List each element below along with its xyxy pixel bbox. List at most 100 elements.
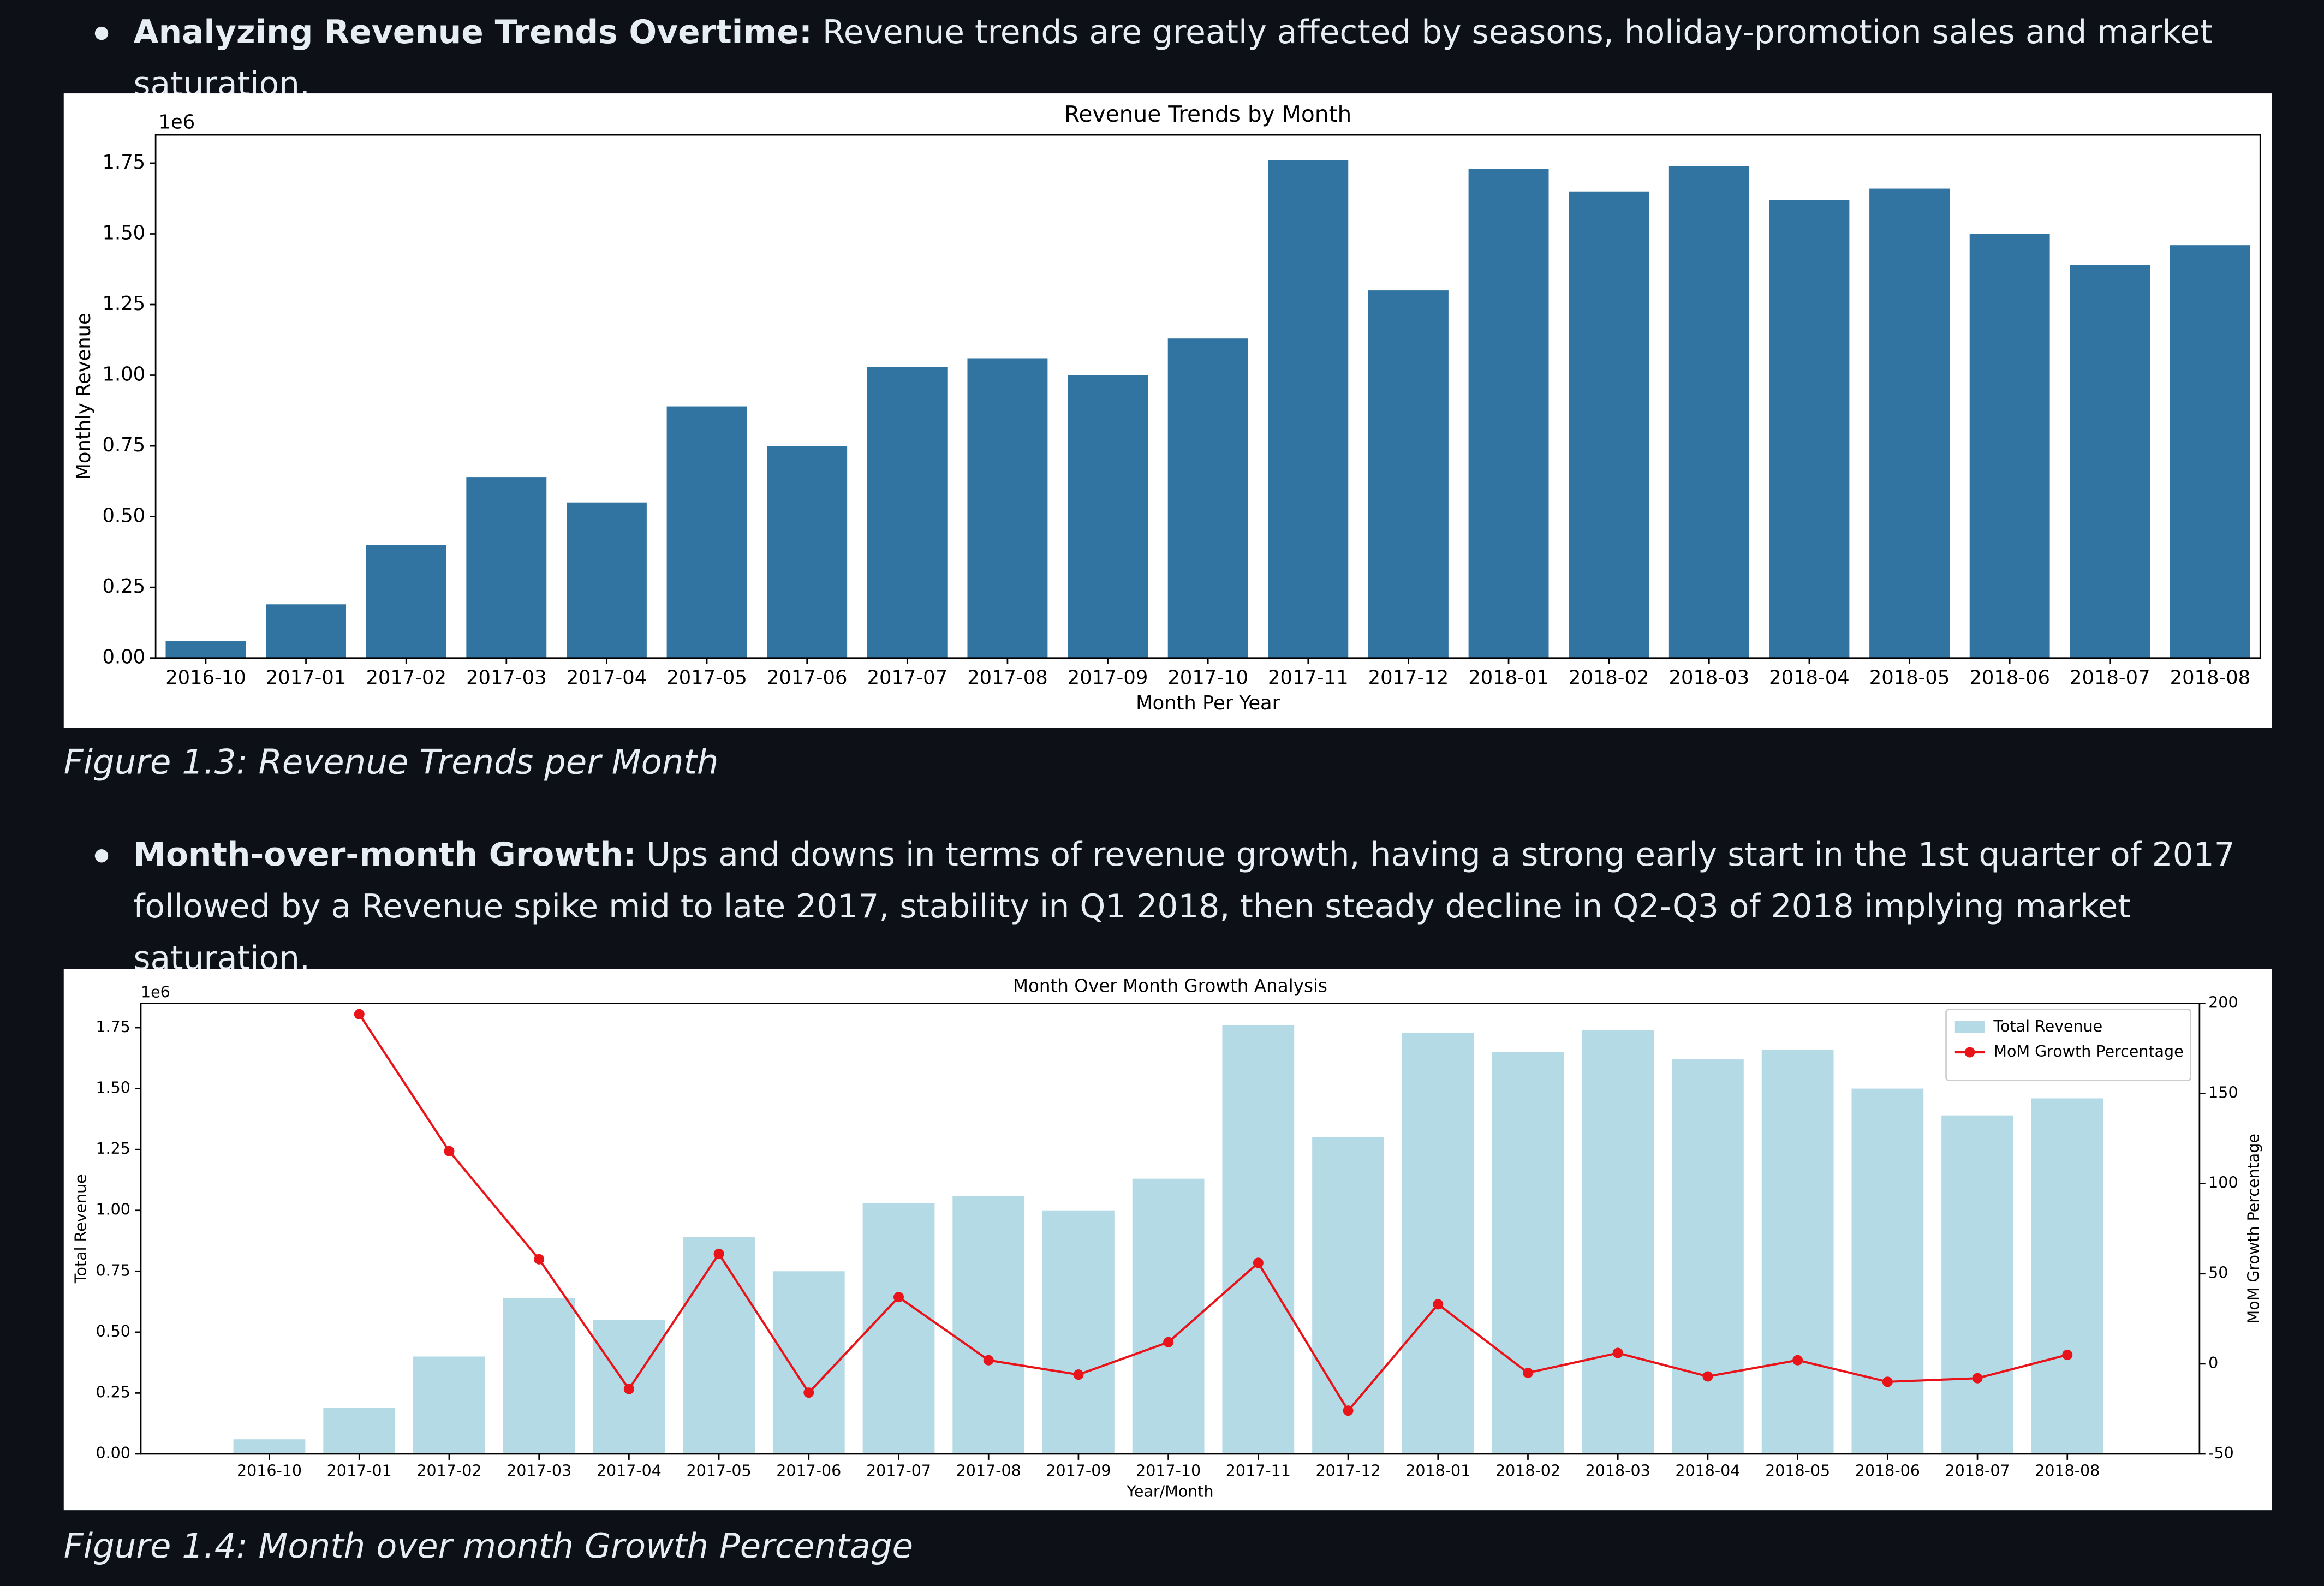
bar xyxy=(266,604,347,658)
bar xyxy=(666,406,747,658)
point xyxy=(2062,1349,2073,1360)
x-tick-label: 2018-03 xyxy=(1586,1462,1650,1480)
bar xyxy=(2031,1098,2103,1454)
chart-title: Revenue Trends by Month xyxy=(1064,101,1351,127)
bar xyxy=(952,1195,1025,1454)
legend-label: Total Revenue xyxy=(1993,1017,2102,1035)
y2-tick-label: 50 xyxy=(2208,1264,2228,1282)
x-tick-label: 2017-06 xyxy=(767,667,847,689)
x-tick-label: 2017-08 xyxy=(967,667,1047,689)
x-tick-label: 2018-08 xyxy=(2170,667,2250,689)
point xyxy=(713,1248,724,1259)
x-tick-label: 2018-07 xyxy=(1945,1462,2010,1480)
legend-swatch xyxy=(1964,1047,1975,1058)
y2-tick-label: -50 xyxy=(2208,1444,2234,1462)
bar xyxy=(1068,375,1148,658)
x-tick-label: 2017-01 xyxy=(266,667,346,689)
bar xyxy=(2170,245,2250,658)
axis-offset: 1e6 xyxy=(141,983,170,1001)
x-tick-label: 2017-10 xyxy=(1167,667,1248,689)
x-tick-label: 2018-03 xyxy=(1669,667,1749,689)
x-tick-label: 2018-04 xyxy=(1675,1462,1740,1480)
x-tick-label: 2018-05 xyxy=(1869,667,1950,689)
bar xyxy=(1869,188,1950,658)
bar xyxy=(2070,265,2150,658)
x-tick-label: 2017-07 xyxy=(866,1462,931,1480)
x-tick-label: 2018-04 xyxy=(1769,667,1849,689)
bar xyxy=(1368,290,1449,658)
y-tick-label: 1.75 xyxy=(103,151,146,174)
x-tick-label: 2016-10 xyxy=(237,1462,302,1480)
y2-tick-label: 0 xyxy=(2208,1354,2218,1372)
bar xyxy=(466,477,547,658)
bar xyxy=(1268,160,1349,658)
bar xyxy=(1569,191,1649,658)
point xyxy=(1073,1369,1084,1380)
point xyxy=(1163,1337,1174,1347)
bullet-label: Month-over-month Growth: xyxy=(133,837,636,875)
plot-frame xyxy=(140,1003,2201,1455)
x-tick-label: 2017-01 xyxy=(327,1462,392,1480)
bar xyxy=(1851,1088,1924,1454)
x-tick-label: 2017-07 xyxy=(867,667,948,689)
point xyxy=(534,1254,545,1265)
x-tick-label: 2017-10 xyxy=(1136,1462,1201,1480)
x-tick-label: 2017-05 xyxy=(666,667,747,689)
bullet: Month-over-month Growth: Ups and downs in… xyxy=(94,830,2267,986)
x-tick-label: 2018-01 xyxy=(1468,667,1548,689)
bar xyxy=(366,545,446,658)
bar xyxy=(1672,1059,1744,1454)
legend-label: MoM Growth Percentage xyxy=(1993,1042,2183,1060)
bar xyxy=(1761,1050,1834,1454)
y2-tick-label: 150 xyxy=(2208,1084,2238,1102)
chart-title: Month Over Month Growth Analysis xyxy=(1013,976,1327,997)
x-tick-label: 2018-06 xyxy=(1855,1462,1920,1480)
bar xyxy=(1402,1032,1474,1454)
y-tick-label: 1.50 xyxy=(96,1079,130,1097)
y-tick-label: 0.75 xyxy=(103,434,146,456)
point xyxy=(354,1009,365,1019)
bar xyxy=(413,1356,485,1454)
bar xyxy=(503,1298,575,1454)
bar xyxy=(862,1203,935,1454)
x-tick-label: 2018-02 xyxy=(1495,1462,1560,1480)
bar xyxy=(1668,166,1749,658)
point xyxy=(1792,1355,1803,1366)
y-tick-label: 1.00 xyxy=(103,363,146,386)
x-tick-label: 2017-03 xyxy=(506,1462,571,1480)
point xyxy=(1702,1371,1713,1382)
bullet-label: Analyzing Revenue Trends Overtime: xyxy=(133,15,812,52)
y-axis-label: Monthly Revenue xyxy=(73,313,95,480)
bar xyxy=(1582,1030,1654,1454)
x-tick-label: 2018-08 xyxy=(2035,1462,2100,1480)
bar xyxy=(867,367,948,658)
y-tick-label: 0.25 xyxy=(103,575,146,598)
bullet: Analyzing Revenue Trends Overtime: Revenu… xyxy=(94,8,2267,111)
point xyxy=(623,1384,634,1394)
point xyxy=(893,1292,904,1303)
chart: Month Over Month Growth Analysis 1e6 Year/… xyxy=(71,976,2262,1501)
x-tick-label: 2018-01 xyxy=(1405,1462,1470,1480)
bar xyxy=(1941,1115,2013,1454)
bullet-text: Revenue trends are greatly affected by s… xyxy=(133,15,2213,104)
x-tick-label: 2017-12 xyxy=(1316,1462,1381,1480)
figure: Revenue Trends by Month 1e6 Month Per Year… xyxy=(63,93,2272,728)
legend-swatch xyxy=(1954,1021,1985,1033)
bar xyxy=(1492,1052,1564,1454)
plot-frame xyxy=(154,134,2261,659)
point xyxy=(1522,1367,1533,1378)
x-tick-label: 2017-04 xyxy=(597,1462,662,1480)
chart: Revenue Trends by Month 1e6 Month Per Year… xyxy=(73,101,2261,714)
x-axis-label: Year/Month xyxy=(1126,1483,1213,1501)
point xyxy=(1253,1257,1264,1268)
x-tick-label: 2017-04 xyxy=(567,667,647,689)
x-tick-label: 2017-02 xyxy=(366,667,446,689)
bar xyxy=(1769,200,1850,658)
bar xyxy=(683,1237,755,1454)
bar xyxy=(1132,1178,1205,1454)
x-tick-label: 2017-11 xyxy=(1268,667,1348,689)
x-tick-label: 2018-06 xyxy=(1969,667,2049,689)
axis-offset: 1e6 xyxy=(159,111,195,133)
point xyxy=(1882,1376,1893,1387)
